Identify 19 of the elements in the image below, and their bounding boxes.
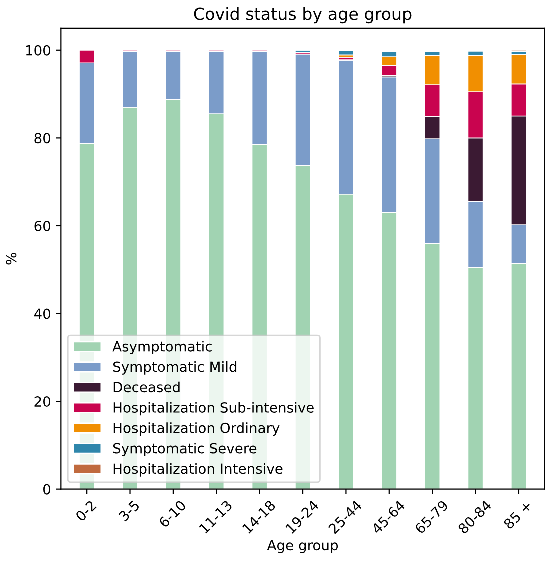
y-tick-label: 40 <box>34 308 51 320</box>
legend-label: Hospitalization Sub-intensive <box>114 402 314 416</box>
legend-label: Hospitalization Intensive <box>114 463 283 477</box>
y-tick-label: 100 <box>26 45 51 56</box>
y-axis-title: % <box>6 253 17 265</box>
x-tick-label: 85 + <box>503 500 533 530</box>
legend-label: Deceased <box>114 382 180 393</box>
y-tick-label: 20 <box>34 396 51 408</box>
x-axis-title: Age group <box>267 540 338 554</box>
chart-title: Covid status by age group <box>194 7 412 24</box>
legend-label: Hospitalization Ordinary <box>114 422 280 436</box>
y-tick-label: 60 <box>34 220 51 232</box>
legend-label: Symptomatic Mild <box>113 361 237 375</box>
legend-label: Symptomatic Severe <box>113 443 257 456</box>
y-tick-label: 0 <box>44 484 51 495</box>
legend-label: Asymptomatic <box>112 341 212 355</box>
x-tick-label: 3-5 <box>118 500 140 522</box>
x-tick-label: 0-2 <box>75 500 97 522</box>
y-tick-label: 80 <box>34 133 51 144</box>
